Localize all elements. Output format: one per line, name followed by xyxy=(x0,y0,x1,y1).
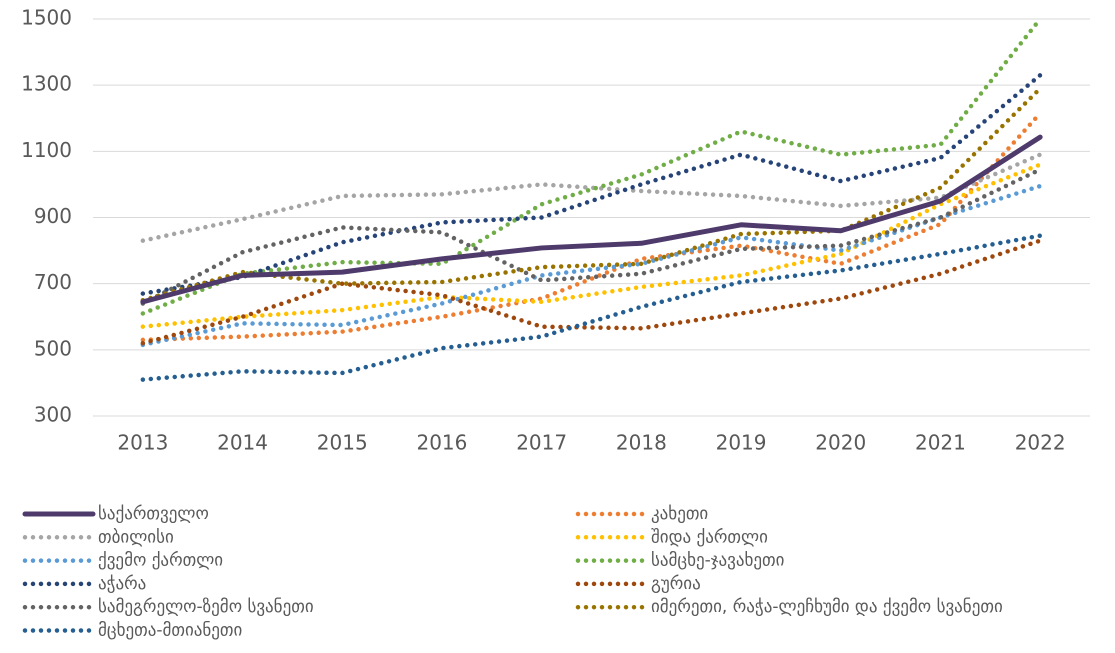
legend-label: გურია xyxy=(651,574,701,594)
series-line xyxy=(140,111,1043,343)
x-tick-label: 2018 xyxy=(616,431,667,455)
legend-label: სამცხე-ჯავახეთი xyxy=(651,551,784,571)
x-tick-label: 2013 xyxy=(117,431,168,455)
legend-label: სამეგრელო-ზემო სვანეთი xyxy=(98,597,314,617)
series-line xyxy=(140,152,1043,243)
series-line xyxy=(140,162,1043,329)
x-tick-label: 2020 xyxy=(815,431,866,455)
y-tick-label: 700 xyxy=(34,270,72,294)
x-tick-label: 2021 xyxy=(915,431,966,455)
y-tick-label: 1300 xyxy=(21,72,72,96)
legend-label: საქართველო xyxy=(98,504,209,524)
x-tick-label: 2016 xyxy=(416,431,467,455)
y-tick-label: 1500 xyxy=(21,6,72,30)
legend-label: შიდა ქართლი xyxy=(651,527,768,547)
x-tick-label: 2022 xyxy=(1015,431,1066,455)
series-line xyxy=(140,233,1043,382)
y-tick-label: 900 xyxy=(34,204,72,228)
series-line xyxy=(140,134,1043,305)
y-tick-label: 300 xyxy=(34,403,72,427)
x-tick-label: 2017 xyxy=(516,431,567,455)
legend-label: მცხეთა-მთიანეთი xyxy=(98,621,242,641)
series-line xyxy=(140,72,1043,296)
y-tick-label: 500 xyxy=(34,336,72,360)
series-line xyxy=(140,238,1043,346)
legend-label: ქვემო ქართლი xyxy=(98,551,223,571)
legend-label: თბილისი xyxy=(98,527,174,547)
y-tick-label: 1100 xyxy=(21,138,72,162)
legend-label: კახეთი xyxy=(651,504,708,524)
legend-label: იმერეთი, რაჭა-ლეჩხუმი და ქვემო სვანეთი xyxy=(651,597,1003,617)
legend-label: აჭარა xyxy=(98,574,146,594)
series-line xyxy=(140,86,1043,303)
x-tick-label: 2014 xyxy=(217,431,268,455)
x-tick-label: 2019 xyxy=(716,431,767,455)
series-line xyxy=(140,183,1043,348)
x-tick-label: 2015 xyxy=(317,431,368,455)
